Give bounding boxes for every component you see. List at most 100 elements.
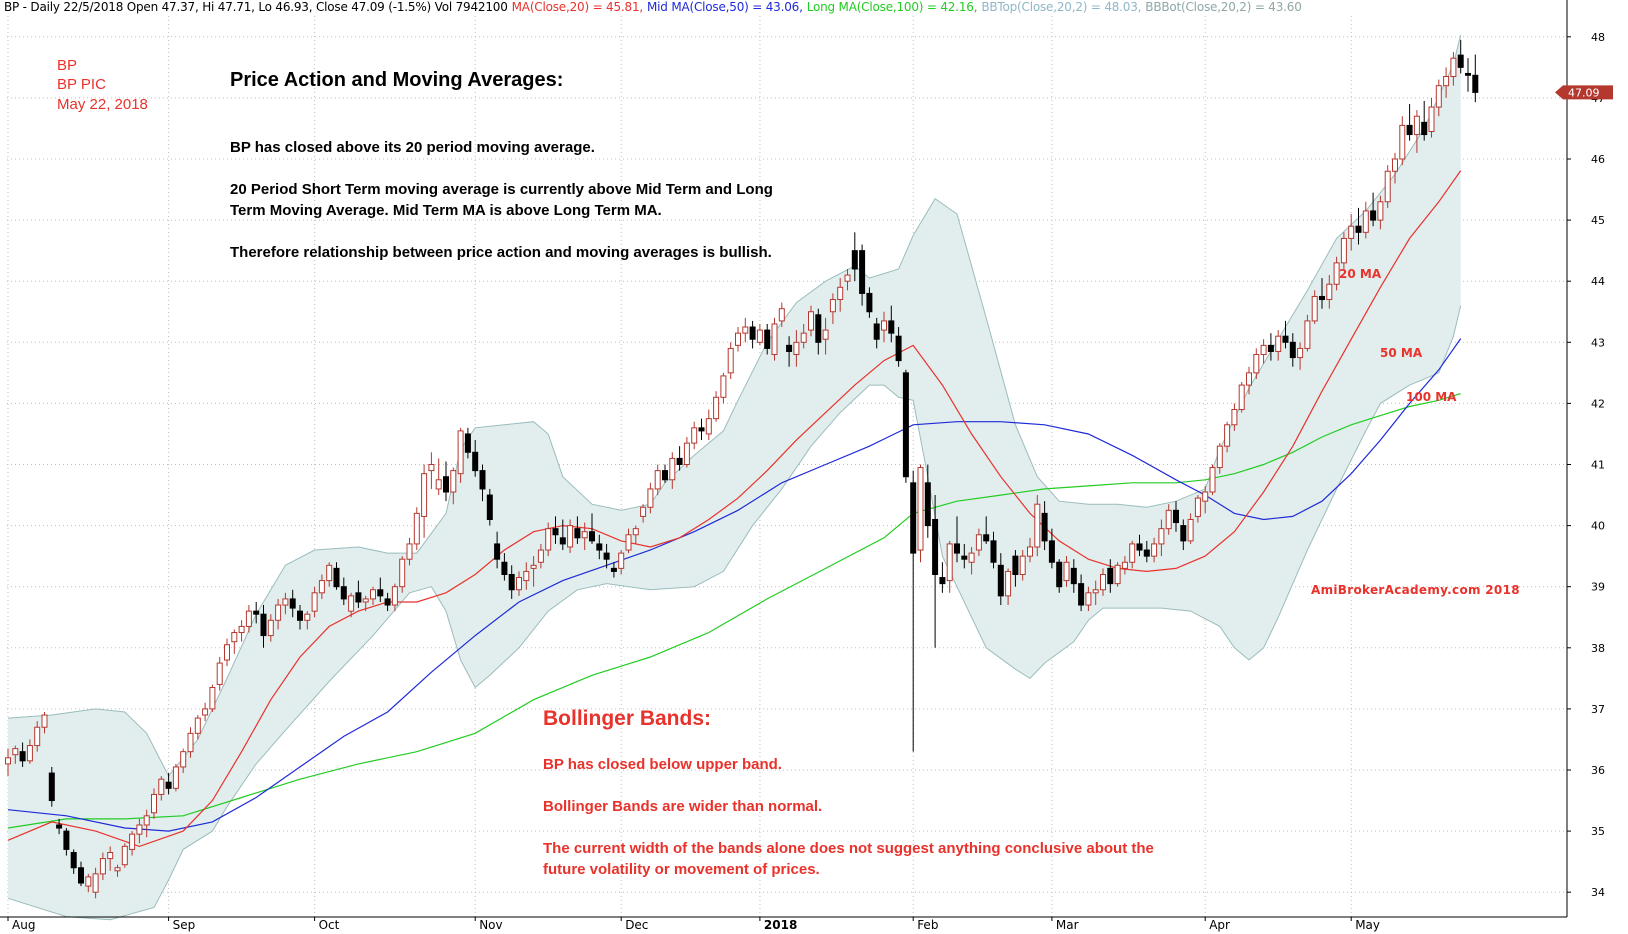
candle-up [450, 470, 457, 493]
watermark: AmiBrokerAcademy.com 2018 [1311, 583, 1520, 597]
candle-down [559, 537, 566, 545]
candle-down [910, 482, 917, 554]
bb-line-3a: The current width of the bands alone doe… [543, 840, 1154, 857]
candle-up [92, 873, 99, 893]
candle-down [961, 555, 968, 560]
candle-up [618, 552, 625, 569]
candle-down [289, 598, 296, 609]
candle-up [917, 467, 924, 551]
candle-up [691, 427, 698, 444]
candle-down [1406, 124, 1413, 136]
candle-up [187, 732, 194, 753]
candle-up [143, 815, 150, 826]
candle-down [662, 470, 668, 481]
candle-up [1428, 106, 1435, 133]
candle-up [808, 311, 814, 331]
candle-up [1333, 262, 1340, 285]
candle-down [1472, 74, 1479, 93]
last-price-tag [1555, 85, 1613, 100]
candle-up [1450, 57, 1457, 78]
x-tick-label: Sep [173, 918, 196, 932]
y-tick-label: 37 [1591, 703, 1605, 716]
candle-up [1019, 555, 1026, 575]
candle-down [596, 543, 603, 551]
candle-down [574, 528, 581, 539]
candle-up [1085, 592, 1092, 606]
candle-up [632, 528, 639, 536]
ma100-label: 100 MA [1406, 390, 1457, 404]
y-tick-label: 46 [1591, 153, 1605, 166]
candle-up [946, 543, 953, 582]
pa-title: Price Action and Moving Averages: [230, 69, 564, 91]
candle-up [1377, 201, 1384, 221]
candle-up [1362, 210, 1369, 233]
candle-up [428, 464, 435, 472]
candle-down [1465, 72, 1471, 76]
x-tick-label: Apr [1209, 918, 1230, 932]
candle-up [545, 528, 552, 551]
candle-up [245, 610, 252, 627]
candle-up [1311, 295, 1318, 322]
candle-up [158, 778, 165, 795]
candle-down [1355, 225, 1362, 233]
candle-up [771, 323, 778, 356]
candle-up [435, 479, 442, 490]
ma50-line [7, 338, 1462, 832]
candle-up [224, 644, 230, 661]
bollinger-lower-band [7, 305, 1462, 921]
candle-down [866, 292, 873, 313]
candle-up [275, 604, 282, 621]
candle-down [997, 564, 1004, 597]
candle-down [443, 476, 449, 493]
candle-up [1092, 589, 1099, 594]
bb-line-3b: future volatility or movement of prices. [543, 861, 820, 878]
candle-up [537, 549, 544, 563]
y-tick-label: 38 [1591, 642, 1605, 655]
candle-up [1129, 543, 1136, 563]
candle-up [318, 580, 325, 594]
candle-down [924, 482, 931, 527]
candle-up [172, 766, 179, 789]
candle-up [756, 329, 763, 343]
candle-up [713, 396, 720, 420]
candle-up [121, 845, 128, 866]
candle-up [1216, 445, 1223, 469]
candle-up [1027, 546, 1033, 557]
candle-down [78, 867, 84, 884]
candle-up [837, 286, 844, 301]
candle-down [63, 830, 70, 850]
candle-up [683, 442, 690, 465]
candle-down [939, 577, 946, 585]
candle-down [603, 552, 610, 560]
candle-up [1151, 543, 1158, 557]
candle-up [1209, 467, 1216, 493]
candle-up [1348, 225, 1355, 239]
candle-up [180, 751, 187, 768]
candle-up [413, 512, 420, 545]
x-tick-label: 2018 [764, 918, 797, 932]
y-tick-label: 41 [1591, 459, 1605, 472]
candle-up [793, 341, 800, 356]
candle-up [1260, 344, 1267, 356]
pa-line-2a: 20 Period Short Term moving average is c… [230, 181, 773, 198]
candle-up [457, 430, 464, 475]
candle-up [5, 757, 11, 765]
candle-up [311, 592, 318, 612]
candle-up [567, 525, 574, 548]
candle-up [231, 632, 238, 643]
candle-down [260, 613, 267, 637]
candle-up [129, 833, 136, 850]
candle-down [786, 344, 793, 352]
candle-down [464, 433, 471, 453]
candle-down [610, 567, 617, 572]
candle-up [1005, 570, 1012, 597]
candle-up [326, 564, 333, 582]
candle-down [19, 751, 26, 762]
candle-down [676, 457, 683, 466]
candle-up [647, 488, 654, 508]
bb-line-2: Bollinger Bands are wider than normal. [543, 798, 823, 815]
candle-up [406, 543, 413, 560]
pa-line-1: BP has closed above its 20 period moving… [230, 139, 595, 156]
candle-up [41, 714, 48, 728]
